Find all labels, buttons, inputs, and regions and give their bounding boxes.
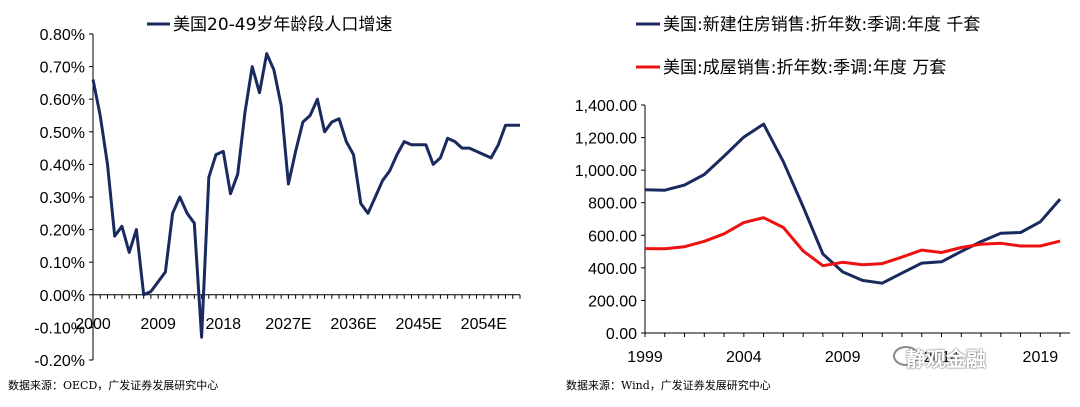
left-y-tick-label: 0.40%	[40, 157, 85, 174]
left-series-line	[91, 52, 520, 339]
left-y-tick-label: 0.10%	[40, 255, 85, 272]
left-y-tick-label: 0.50%	[40, 125, 85, 142]
right-x-tick-label: 2019	[1023, 349, 1059, 366]
left-y-tick-label: 0.30%	[40, 190, 85, 207]
right-y-tick-label: 0.00	[606, 326, 637, 343]
right-series-line	[644, 216, 1061, 268]
right-x-tick-label: 2004	[726, 349, 762, 366]
right-x-tick-label: 1999	[627, 349, 663, 366]
left-x-tick-label: 2036E	[330, 316, 376, 333]
left-x-tick-label: 2027E	[265, 316, 311, 333]
left-y-tick-label: 0.00%	[40, 288, 85, 305]
right-y-tick-label: 600.00	[588, 228, 637, 245]
left-y-tick-label: -0.20%	[34, 353, 85, 370]
right-series-line	[644, 122, 1062, 285]
right-y-tick-label: 1,400.00	[575, 98, 637, 115]
right-y-tick-label: 1,200.00	[575, 131, 637, 148]
right-y-tick-label: 200.00	[588, 293, 637, 310]
left-y-tick-label: 0.20%	[40, 223, 85, 240]
right-x-tick-label: 2009	[825, 349, 861, 366]
right-legend-label: 美国:新建住房销售:折年数:季调:年度 千套	[663, 15, 980, 35]
wechat-icon	[893, 346, 919, 366]
right-y-tick-label: 1,000.00	[575, 163, 637, 180]
left-x-tick-label: 2018	[205, 316, 241, 333]
right-y-tick-label: 400.00	[588, 261, 637, 278]
left-y-tick-label: 0.60%	[40, 92, 85, 109]
source-note-right: 数据来源：Wind，广发证券发展研究中心	[566, 379, 771, 392]
left-y-tick-label: 0.70%	[40, 60, 85, 77]
right-legend-label: 美国:成屋销售:折年数:季调:年度 万套	[663, 58, 946, 78]
source-note-left: 数据来源：OECD，广发证券发展研究中心	[8, 379, 219, 392]
left-x-tick-label: 2054E	[461, 316, 507, 333]
left-x-tick-label: 2009	[140, 316, 176, 333]
watermark-text: 静观金融	[906, 347, 986, 371]
left-y-tick-label: 0.80%	[40, 27, 85, 44]
right-y-tick-label: 800.00	[588, 196, 637, 213]
right-x-tick-label: 2014	[924, 349, 960, 366]
left-legend-label: 美国20-49岁年龄段人口增速	[173, 15, 392, 35]
left-y-tick-label: -0.10%	[34, 320, 85, 337]
left-x-tick-label: 2045E	[396, 316, 442, 333]
left-x-tick-label: 2000	[75, 316, 111, 333]
